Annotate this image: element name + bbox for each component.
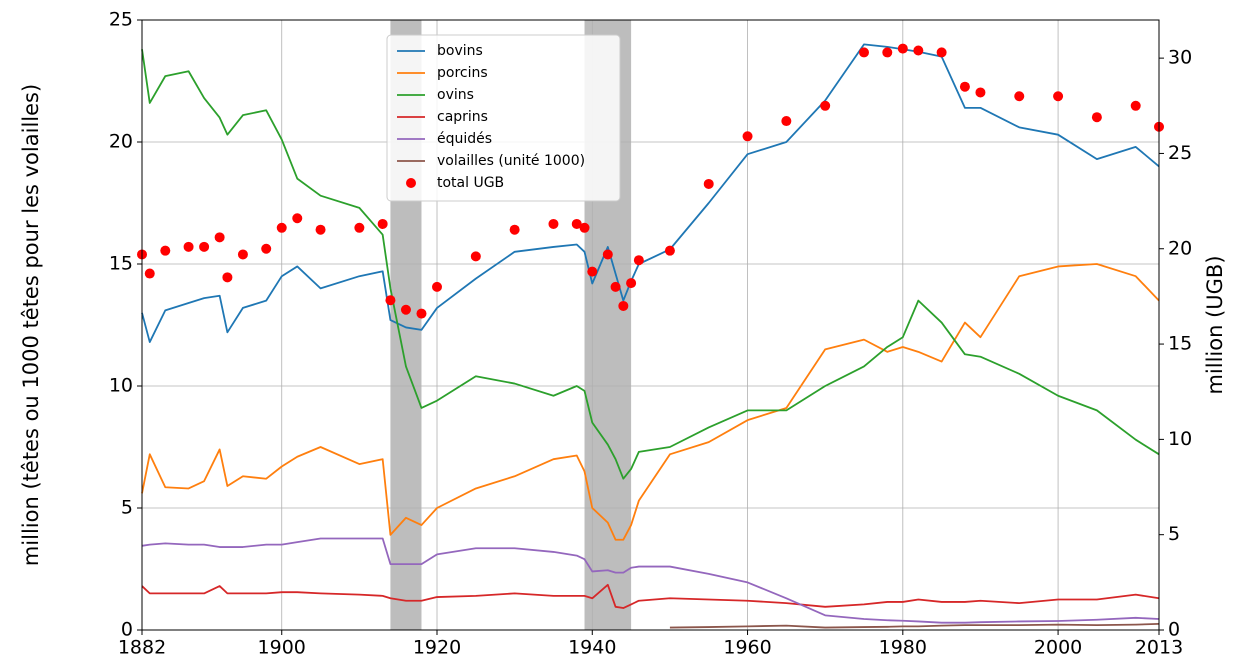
data-point <box>579 222 590 233</box>
data-point <box>385 295 396 306</box>
data-point <box>664 245 675 256</box>
data-point <box>882 47 893 58</box>
data-point <box>276 222 287 233</box>
y-tick-label: 0 <box>121 619 133 641</box>
series-line <box>141 49 1160 480</box>
y-tick-label: 25 <box>109 9 133 31</box>
legend-label: total UGB <box>437 175 504 191</box>
data-point <box>470 251 481 262</box>
x-tick-label: 2000 <box>1034 637 1082 659</box>
data-point <box>781 116 792 127</box>
y-tick-label: 20 <box>109 131 133 153</box>
data-point <box>377 218 388 229</box>
series-line <box>669 623 1160 629</box>
data-point <box>742 131 753 142</box>
y-tick-label: 5 <box>121 497 133 519</box>
data-point <box>509 224 520 235</box>
x-tick-label: 1980 <box>879 637 927 659</box>
data-point <box>354 222 365 233</box>
data-point <box>1014 91 1025 102</box>
data-point <box>975 87 986 98</box>
data-point <box>199 241 210 252</box>
data-point <box>315 224 326 235</box>
x-tick-label: 1882 <box>118 637 166 659</box>
data-point <box>292 213 303 224</box>
data-point <box>618 300 629 311</box>
x-tick-label: 1920 <box>413 637 461 659</box>
data-point <box>936 47 947 58</box>
y-tick-label: 15 <box>109 253 133 275</box>
data-point <box>571 218 582 229</box>
data-point <box>1053 91 1064 102</box>
legend-box <box>386 34 621 202</box>
data-point <box>222 272 233 283</box>
y2-tick-label: 20 <box>1168 237 1192 259</box>
legend-label: volailles (unité 1000) <box>437 153 585 169</box>
legend-label: équidés <box>437 131 492 147</box>
data-point <box>913 45 924 56</box>
x-tick-label: 1940 <box>568 637 616 659</box>
series-line <box>141 43 1160 343</box>
legend: bovins porcins ovins caprins équidés volaille… <box>386 34 621 202</box>
x-tick-label: 1900 <box>258 637 306 659</box>
y2-tick-label: 10 <box>1168 428 1192 450</box>
data-point <box>626 278 637 289</box>
data-point <box>160 245 171 256</box>
data-point <box>432 281 443 292</box>
data-point <box>959 81 970 92</box>
data-point <box>183 241 194 252</box>
y2-tick-label: 15 <box>1168 333 1192 355</box>
y2-tick-label: 0 <box>1168 619 1180 641</box>
legend-marker <box>406 178 416 188</box>
data-point <box>400 304 411 315</box>
data-point <box>144 268 155 279</box>
data-point <box>703 178 714 189</box>
data-point <box>416 308 427 319</box>
legend-label: bovins <box>437 43 483 59</box>
y2-axis-label: million (UGB) <box>1203 255 1227 394</box>
plot-frame <box>141 19 1160 631</box>
series-line <box>141 537 1160 624</box>
y2-tick-label: 30 <box>1168 47 1192 69</box>
series-line <box>141 263 1160 541</box>
data-point <box>261 243 272 254</box>
x-tick-label: 2013 <box>1135 637 1183 659</box>
data-point <box>587 266 598 277</box>
legend-label: porcins <box>437 65 488 81</box>
y2-tick-label: 5 <box>1168 523 1180 545</box>
series-line <box>141 583 1160 609</box>
y-tick-label: 10 <box>109 375 133 397</box>
data-point <box>897 43 908 54</box>
data-point <box>1091 112 1102 123</box>
data-point <box>548 218 559 229</box>
data-point <box>858 47 869 58</box>
data-point <box>602 249 613 260</box>
legend-label: ovins <box>437 87 474 103</box>
data-point <box>610 281 621 292</box>
data-point <box>820 100 831 111</box>
data-point <box>237 249 248 260</box>
legend-label: caprins <box>437 109 488 125</box>
y-axis-label: million (têtes ou 1000 têtes pour les vo… <box>19 84 43 566</box>
data-point <box>1130 100 1141 111</box>
data-point <box>214 232 225 243</box>
data-point <box>633 255 644 266</box>
x-tick-label: 1960 <box>723 637 771 659</box>
y2-tick-label: 25 <box>1168 142 1192 164</box>
